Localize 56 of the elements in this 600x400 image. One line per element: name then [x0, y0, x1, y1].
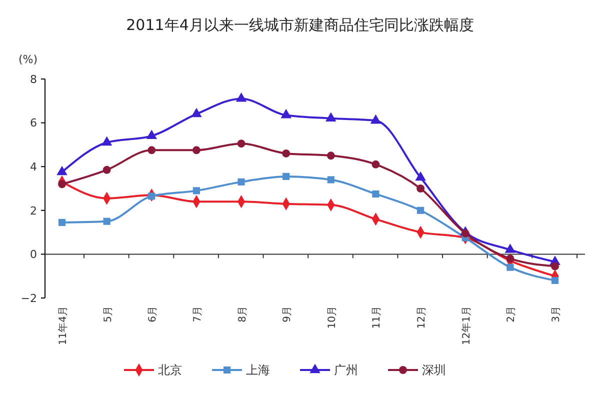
point [551, 262, 559, 270]
y-tick-label: −2 [20, 292, 37, 305]
x-tick-label: 9月 [282, 306, 294, 322]
point [326, 112, 336, 122]
x-tick-label: 12年1月 [460, 306, 472, 346]
point [103, 218, 110, 225]
point [58, 218, 66, 226]
point [58, 180, 66, 188]
point [146, 130, 158, 140]
point [282, 172, 290, 180]
point [326, 152, 335, 160]
x-tick-label: 7月 [192, 306, 204, 322]
legend-label: 深圳 [422, 363, 446, 378]
point [148, 192, 156, 200]
x-tick-label: 11月 [372, 306, 383, 329]
point [417, 206, 424, 214]
point [101, 136, 112, 146]
point [327, 176, 334, 184]
x-tick-label: 8月 [237, 306, 248, 322]
point [506, 254, 514, 263]
point [102, 166, 111, 174]
point [148, 146, 156, 154]
point [415, 171, 426, 181]
point [416, 184, 425, 192]
x-tick-label: 10月 [326, 306, 338, 329]
y-axis-title: (%) [18, 53, 38, 66]
x-tick-label: 11年4月 [57, 306, 69, 346]
point [236, 92, 247, 102]
x-tick-label: 3月 [551, 306, 562, 322]
x-tick-label: 2月 [506, 306, 518, 322]
point [370, 114, 382, 124]
y-tick-label: 4 [30, 160, 37, 174]
point [372, 160, 380, 168]
point [56, 166, 68, 176]
y-tick-label: 0 [30, 248, 37, 262]
point [461, 229, 470, 238]
y-tick-label: 8 [30, 72, 37, 86]
legend-label: 上海 [246, 363, 270, 378]
point [237, 140, 246, 148]
point [506, 264, 514, 271]
x-tick-label: 5月 [102, 306, 114, 322]
legend-label: 广州 [334, 363, 358, 378]
point [238, 178, 245, 186]
x-tick-label: 12月 [416, 306, 428, 329]
point [192, 187, 200, 194]
point [191, 108, 202, 118]
y-tick-label: 6 [30, 116, 37, 130]
chart-title: 2011年4月以来一线城市新建商品住宅同比涨跌幅度 [126, 16, 474, 34]
point [551, 276, 559, 284]
point [282, 149, 290, 158]
y-tick-label: 2 [30, 204, 37, 218]
legend-label: 北京 [158, 363, 182, 378]
point [280, 108, 292, 118]
point [372, 190, 380, 198]
x-tick-label: 6月 [148, 306, 159, 322]
point [192, 146, 200, 154]
